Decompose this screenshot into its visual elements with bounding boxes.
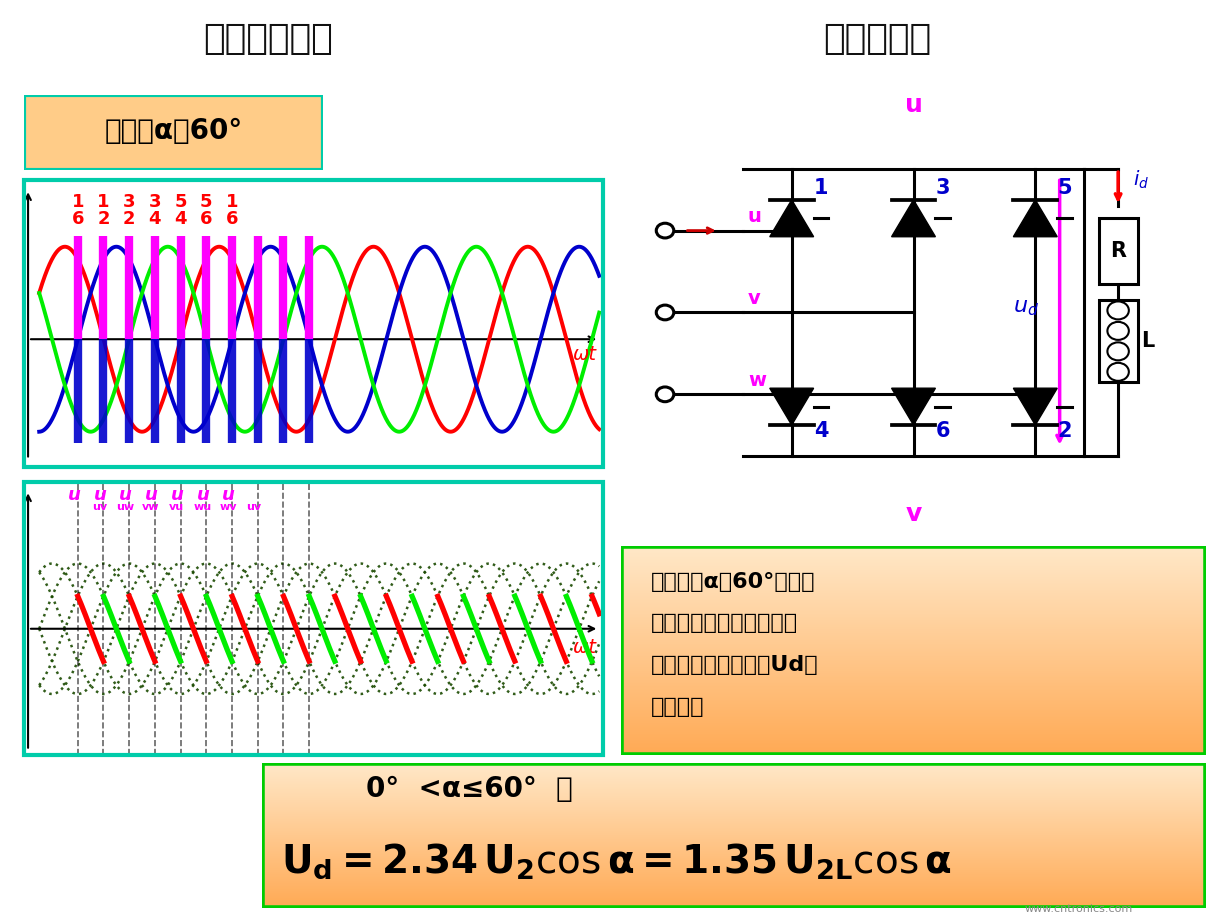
- Text: R: R: [1110, 241, 1127, 261]
- Text: uw: uw: [116, 502, 134, 512]
- Text: u: u: [68, 485, 80, 504]
- Text: 4: 4: [149, 210, 161, 228]
- Text: ωt: ωt: [572, 639, 597, 657]
- Text: v: v: [905, 503, 922, 527]
- Polygon shape: [892, 388, 935, 425]
- Text: ωt: ωt: [572, 345, 597, 364]
- Text: u: u: [905, 93, 922, 117]
- Bar: [1099, 301, 1138, 382]
- Text: 1: 1: [814, 177, 828, 198]
- Text: 控制角α＝60°: 控制角α＝60°: [105, 117, 242, 145]
- Text: $i_d$: $i_d$: [1133, 168, 1149, 191]
- Text: www.cntronics.com: www.cntronics.com: [1024, 904, 1133, 913]
- Bar: [1099, 219, 1138, 284]
- Text: u: u: [196, 485, 209, 504]
- Polygon shape: [892, 199, 935, 237]
- FancyBboxPatch shape: [24, 95, 323, 170]
- Text: 3: 3: [149, 193, 161, 211]
- Text: 2: 2: [123, 210, 135, 228]
- Text: u: u: [748, 208, 761, 226]
- Text: u: u: [171, 485, 184, 504]
- Text: u: u: [94, 485, 106, 504]
- Text: $\mathbf{U_d = 2.34\,U_2\cos\alpha = 1.35\,U_{2L}\cos\alpha}$: $\mathbf{U_d = 2.34\,U_2\cos\alpha = 1.3…: [280, 842, 951, 881]
- Text: 3: 3: [935, 177, 950, 198]
- Text: $u_d$: $u_d$: [1012, 298, 1039, 318]
- Text: 3: 3: [123, 193, 135, 211]
- Text: L: L: [1141, 331, 1153, 351]
- Text: 5: 5: [174, 193, 186, 211]
- Polygon shape: [770, 388, 814, 425]
- Polygon shape: [1013, 199, 1057, 237]
- Text: 1: 1: [225, 193, 239, 211]
- Text: vw: vw: [143, 502, 160, 512]
- Text: 5: 5: [1057, 177, 1072, 198]
- Text: v: v: [748, 289, 760, 308]
- Text: uv: uv: [246, 502, 262, 512]
- Text: 6: 6: [72, 210, 84, 228]
- Text: 三相桥式全控: 三相桥式全控: [203, 22, 333, 56]
- Text: 连续，感性负载与电阻性: 连续，感性负载与电阻性: [650, 613, 798, 633]
- Text: 6: 6: [935, 421, 950, 441]
- Text: 4: 4: [174, 210, 186, 228]
- Polygon shape: [770, 199, 814, 237]
- Text: uv: uv: [93, 502, 107, 512]
- Text: u: u: [222, 485, 235, 504]
- Text: 负载电压波形一样，Ud计: 负载电压波形一样，Ud计: [650, 655, 818, 675]
- Text: u: u: [145, 485, 158, 504]
- Text: w: w: [748, 371, 766, 391]
- Text: 5: 5: [200, 193, 213, 211]
- Text: 电阻负载α＜60°时波形: 电阻负载α＜60°时波形: [650, 572, 815, 592]
- Text: 2: 2: [1057, 421, 1072, 441]
- Text: 1: 1: [72, 193, 84, 211]
- Text: 6: 6: [200, 210, 213, 228]
- Text: wv: wv: [219, 502, 236, 512]
- Text: 算式相同: 算式相同: [650, 698, 704, 717]
- Text: wu: wu: [194, 502, 212, 512]
- Text: 6: 6: [225, 210, 239, 228]
- Text: 电感性负载: 电感性负载: [823, 22, 931, 56]
- Text: 2: 2: [97, 210, 110, 228]
- Text: 0°  <α≤60°  时: 0° <α≤60° 时: [367, 775, 572, 803]
- Text: 4: 4: [814, 421, 828, 441]
- Text: 1: 1: [97, 193, 110, 211]
- Text: u: u: [119, 485, 133, 504]
- Text: vu: vu: [169, 502, 184, 512]
- Polygon shape: [1013, 388, 1057, 425]
